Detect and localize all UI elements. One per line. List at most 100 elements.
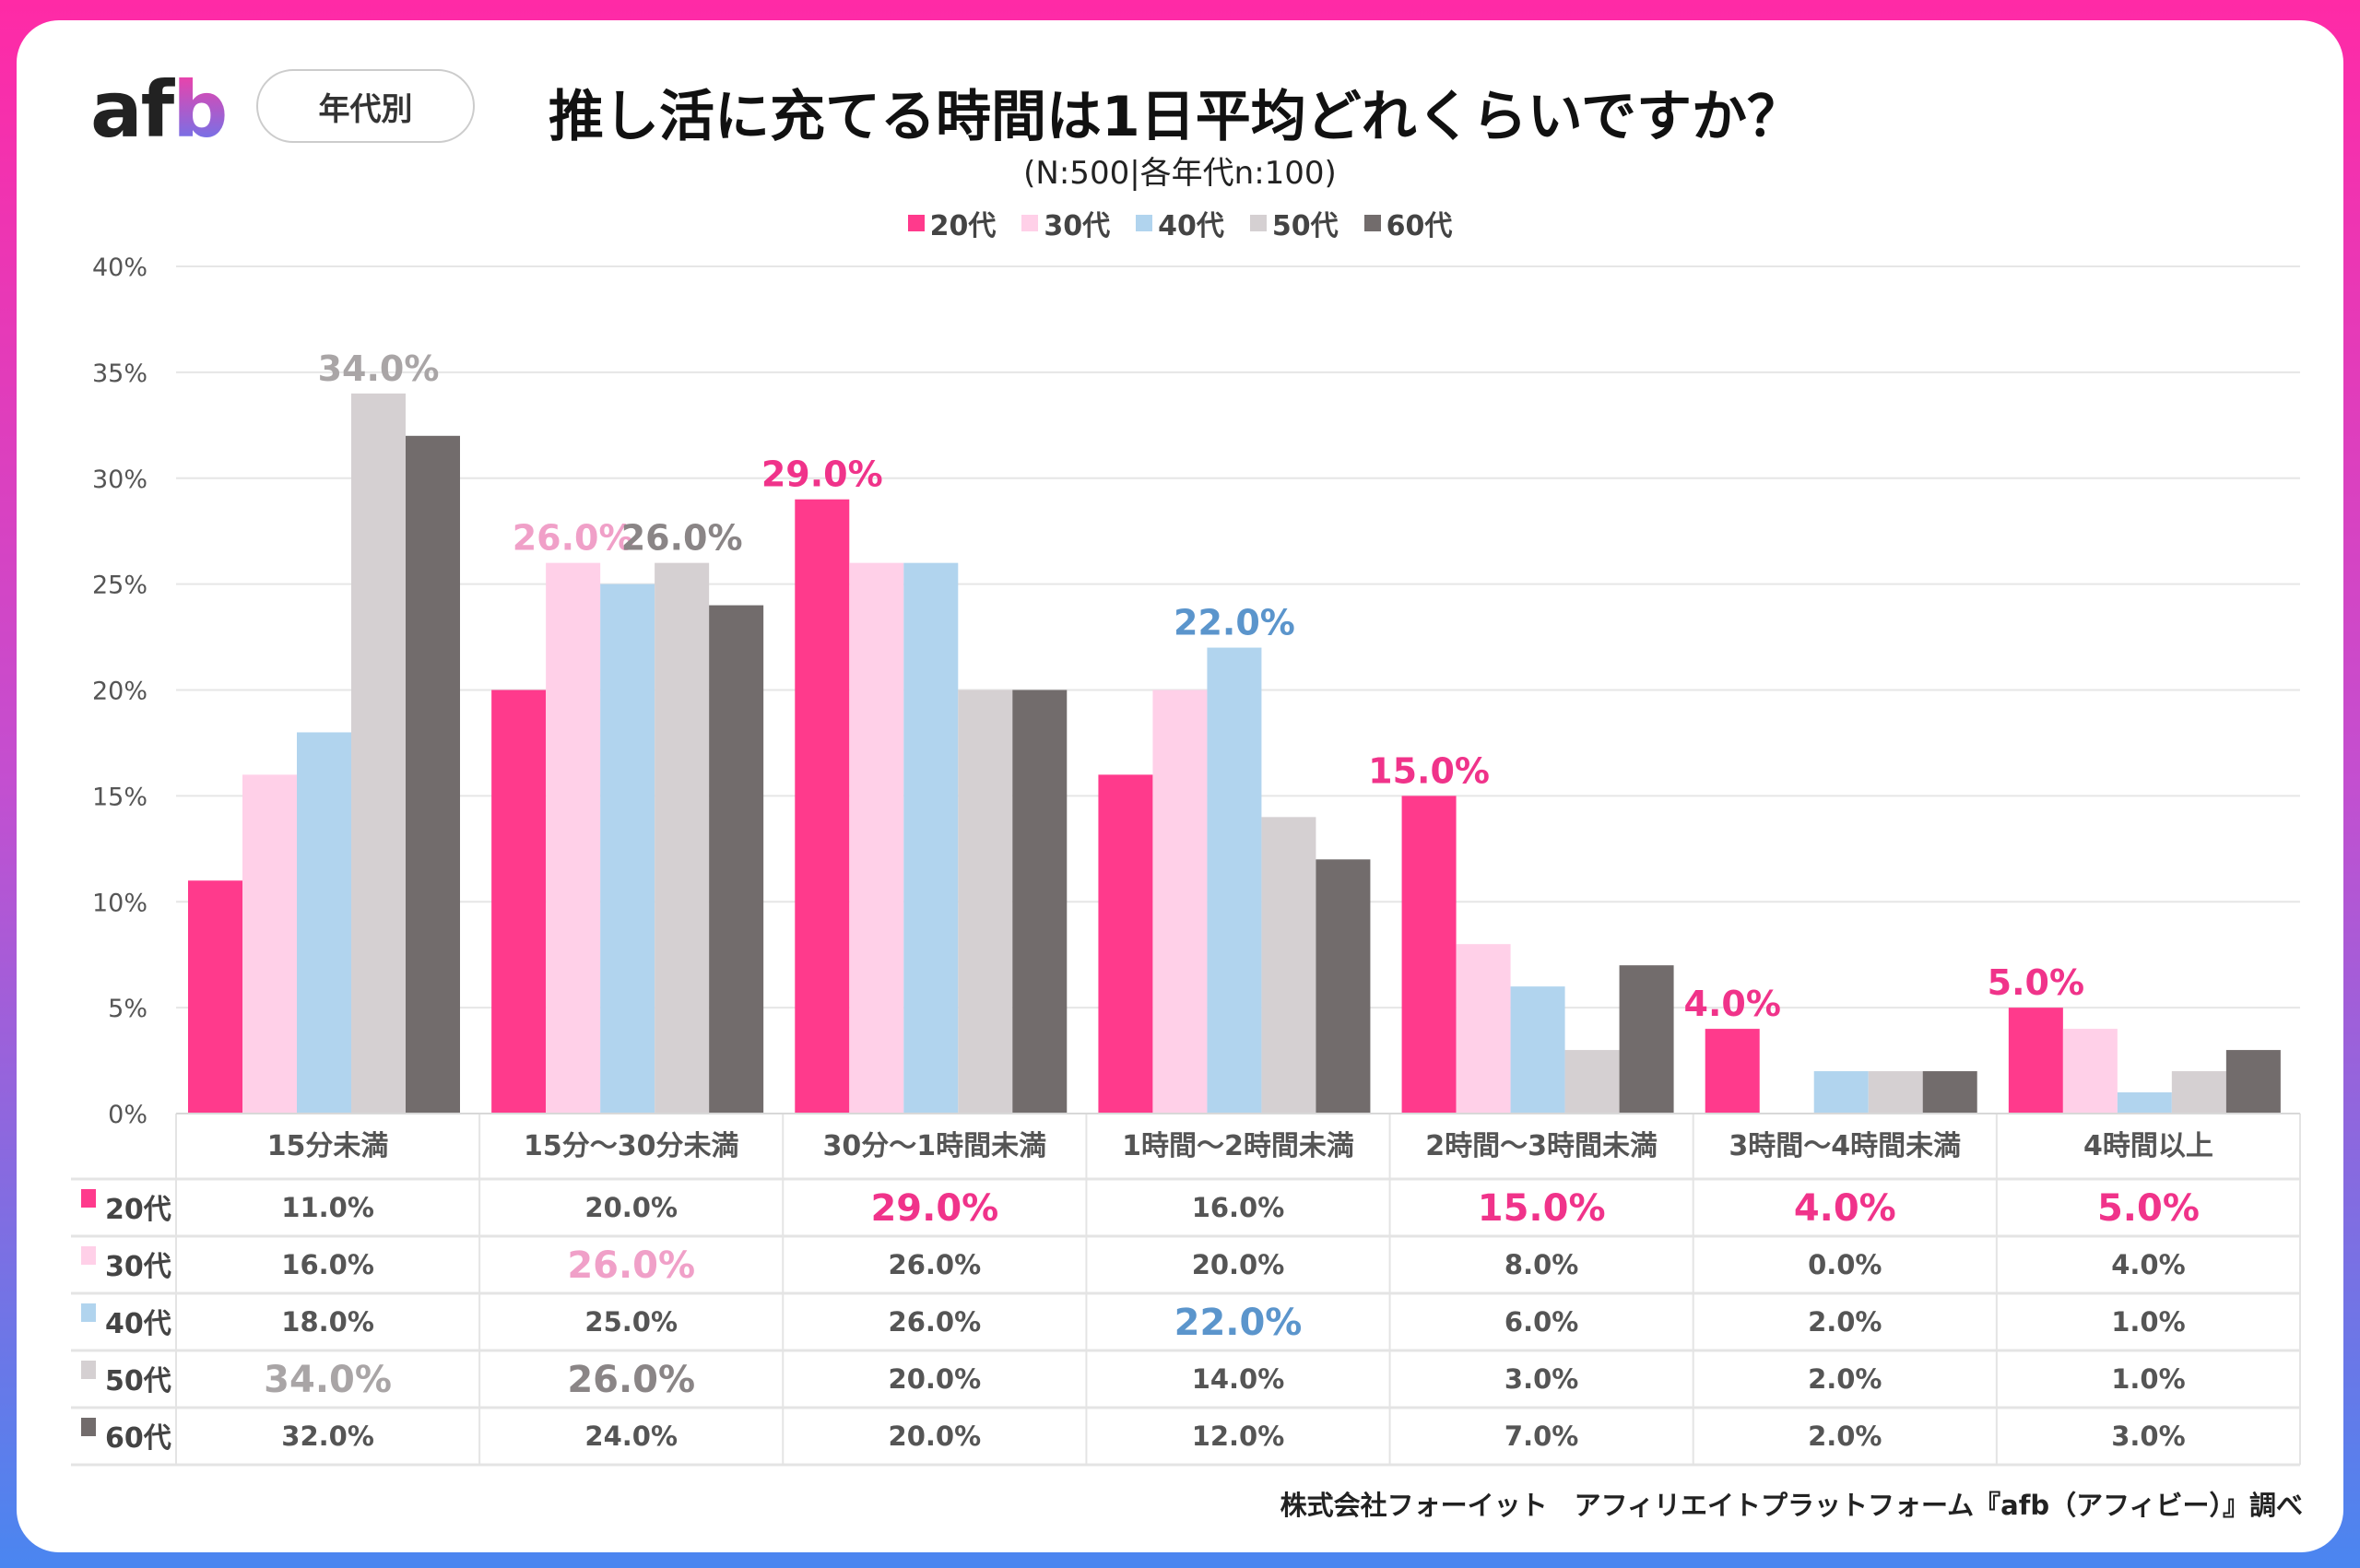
table-cell: 22.0%: [1174, 1302, 1303, 1344]
bar: [2225, 1050, 2281, 1114]
table-cell: 20.0%: [1192, 1249, 1285, 1280]
legend-item: 60代: [1363, 203, 1453, 243]
row-label: 40代: [105, 1308, 171, 1340]
y-tick-label: 10%: [92, 889, 148, 917]
y-tick-label: 35%: [92, 360, 148, 388]
chart-legend: 20代 30代 40代 50代 60代: [0, 203, 2360, 243]
bar: [1705, 1029, 1760, 1114]
category-label: 15分～30分未満: [524, 1130, 739, 1162]
row-label: 60代: [105, 1422, 171, 1455]
legend-swatch: [1136, 215, 1153, 231]
table-cell: 32.0%: [281, 1421, 374, 1452]
row-label: 50代: [105, 1365, 171, 1397]
bar: [1922, 1071, 1977, 1114]
bar: [546, 562, 601, 1114]
legend-label: 40代: [1158, 210, 1224, 242]
bar: [406, 435, 460, 1114]
bar: [849, 562, 904, 1114]
table-cell: 24.0%: [584, 1421, 678, 1452]
legend-item: 40代: [1136, 203, 1224, 243]
bar: [1316, 859, 1371, 1114]
bar: [491, 690, 547, 1114]
table-cell: 26.0%: [889, 1306, 982, 1338]
legend-label: 30代: [1044, 210, 1111, 242]
bar: [1564, 1050, 1620, 1114]
table-cell: 8.0%: [1504, 1249, 1578, 1280]
table-cell: 6.0%: [1504, 1306, 1578, 1338]
table-cell: 4.0%: [2111, 1249, 2185, 1280]
bar: [242, 774, 297, 1114]
bar: [351, 393, 406, 1114]
table-cell: 3.0%: [1504, 1363, 1578, 1395]
table-cell: 20.0%: [584, 1192, 678, 1223]
y-tick-label: 5%: [108, 995, 148, 1023]
bar: [297, 732, 351, 1114]
bar: [188, 880, 242, 1114]
table-cell: 11.0%: [281, 1192, 374, 1223]
legend-swatch: [907, 215, 925, 231]
table-cell: 26.0%: [567, 1359, 695, 1401]
table-cell: 5.0%: [2097, 1187, 2200, 1230]
bar-data-label: 5.0%: [1988, 962, 2084, 1003]
table-cell: 25.0%: [584, 1306, 678, 1338]
row-swatch: [81, 1361, 96, 1379]
table-cell: 16.0%: [1192, 1192, 1285, 1223]
table-cell: 34.0%: [264, 1359, 392, 1401]
table-cell: 2.0%: [1808, 1421, 1882, 1452]
bar: [600, 584, 655, 1114]
row-label: 20代: [105, 1194, 171, 1226]
row-label: 30代: [105, 1251, 171, 1283]
category-label: 1時間～2時間未満: [1122, 1130, 1354, 1162]
legend-label: 60代: [1386, 210, 1453, 242]
bar: [2117, 1092, 2172, 1114]
age-group-badge: 年代別: [256, 69, 475, 143]
bar: [958, 690, 1013, 1114]
table-cell: 15.0%: [1478, 1187, 1606, 1230]
table-cell: 12.0%: [1192, 1421, 1285, 1452]
bar-data-label: 26.0%: [513, 518, 634, 559]
legend-item: 30代: [1021, 203, 1110, 243]
y-tick-label: 15%: [92, 783, 148, 811]
y-tick-label: 0%: [108, 1101, 148, 1129]
table-cell: 7.0%: [1504, 1421, 1578, 1452]
page-title: 推し活に充てる時間は1日平均どれくらいですか？: [549, 85, 1802, 149]
table-cell: 18.0%: [281, 1306, 374, 1338]
legend-swatch: [1021, 215, 1039, 231]
category-label: 30分～1時間未満: [823, 1130, 1047, 1162]
legend-item: 20代: [907, 203, 997, 243]
bar: [2062, 1029, 2118, 1114]
afb-logo: afb: [90, 65, 228, 155]
table-cell: 3.0%: [2111, 1421, 2185, 1452]
legend-item: 50代: [1249, 203, 1339, 243]
y-tick-label: 20%: [92, 678, 148, 706]
sample-size-subtitle: (N:500|各年代n:100): [1023, 155, 1337, 192]
bar: [1619, 965, 1674, 1114]
table-cell: 1.0%: [2111, 1306, 2185, 1338]
category-label: 4時間以上: [2083, 1130, 2213, 1162]
table-cell: 2.0%: [1808, 1363, 1882, 1395]
legend-swatch: [1249, 215, 1267, 231]
bar: [655, 562, 710, 1114]
bar: [1012, 690, 1068, 1114]
table-cell: 26.0%: [567, 1244, 695, 1287]
source-footer: 株式会社フォーイット アフィリエイトプラットフォーム『afb（アフィビー）』調べ: [1280, 1490, 2303, 1521]
table-cell: 20.0%: [889, 1363, 982, 1395]
table-cell: 0.0%: [1808, 1249, 1882, 1280]
table-cell: 1.0%: [2111, 1363, 2185, 1395]
bar: [1152, 690, 1208, 1114]
bar: [1261, 817, 1316, 1114]
row-swatch: [81, 1303, 96, 1322]
table-cell: 4.0%: [1794, 1187, 1896, 1230]
y-tick-label: 25%: [92, 572, 148, 600]
bar-data-label: 29.0%: [761, 454, 883, 495]
bar: [2008, 1008, 2063, 1114]
table-cell: 26.0%: [889, 1249, 982, 1280]
bar-data-label: 34.0%: [318, 348, 440, 389]
legend-label: 20代: [929, 210, 997, 242]
bar-data-label: 22.0%: [1174, 603, 1295, 643]
y-tick-label: 40%: [92, 253, 148, 282]
bar: [2171, 1071, 2226, 1114]
category-label: 3時間～4時間未満: [1729, 1130, 1961, 1162]
bar: [1207, 647, 1262, 1114]
